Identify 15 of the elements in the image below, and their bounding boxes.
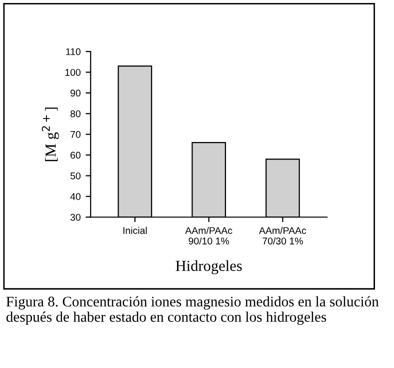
x-tick-label: Inicial [123, 226, 147, 234]
x-tick-label: AAm/PAAc 70/30 1% [259, 226, 306, 244]
y-tick-label: 40 [70, 193, 81, 200]
y-tick-label: 80 [70, 110, 81, 118]
text: Figura 8. Concentración iones magnesio medidos en la solución después de haber estado en contacto con los hidrogeles [6, 296, 379, 325]
y-tick-label: 30 [70, 214, 81, 221]
y-tick-label: 70 [70, 131, 81, 138]
y-tick-label: 90 [70, 90, 81, 97]
y-tick-label: 100 [65, 68, 81, 76]
y-tick-label: 110 [66, 48, 81, 56]
x-axis-title: Hidrogeles [176, 260, 242, 274]
y-tick-label: 60 [70, 152, 81, 159]
x-tick-label: AAm/PAAc 90/10 1% [185, 226, 232, 244]
y-axis-title: [M g$^{2+}$] [42, 108, 59, 162]
y-tick-label: 50 [70, 172, 81, 180]
